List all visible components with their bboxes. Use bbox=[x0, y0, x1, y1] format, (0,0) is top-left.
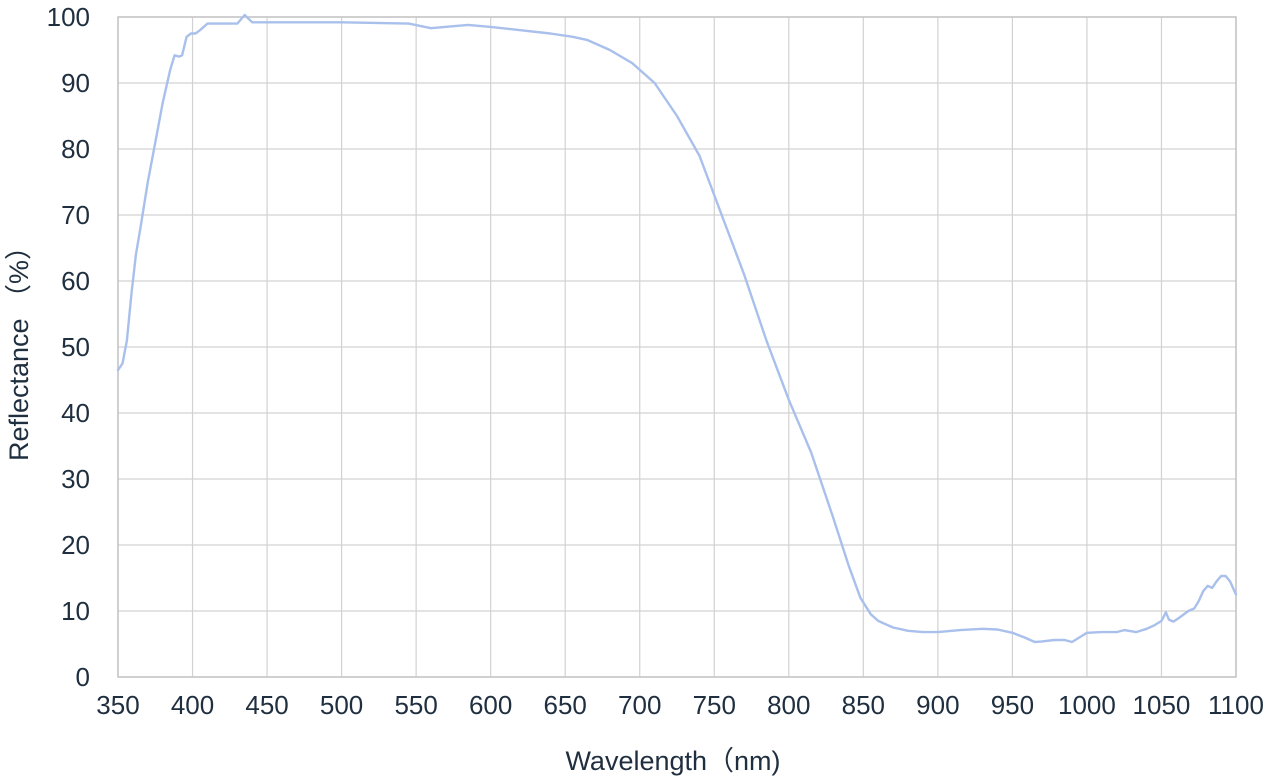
grid bbox=[117, 16, 1237, 678]
x-tick-label: 950 bbox=[991, 690, 1034, 720]
x-tick-label: 900 bbox=[916, 690, 959, 720]
y-tick-label: 100 bbox=[47, 2, 90, 32]
x-tick-label: 1050 bbox=[1133, 690, 1191, 720]
x-axis-title: Wavelength（nm) bbox=[565, 746, 780, 776]
x-tick-label: 800 bbox=[767, 690, 810, 720]
x-tick-label: 400 bbox=[171, 690, 214, 720]
x-tick-label: 450 bbox=[245, 690, 288, 720]
reflectance-series-line bbox=[116, 13, 1238, 644]
y-tick-label: 90 bbox=[61, 68, 90, 98]
x-tick-label: 650 bbox=[544, 690, 587, 720]
x-tick-label: 550 bbox=[394, 690, 437, 720]
x-tick-label: 350 bbox=[96, 690, 139, 720]
y-tick-label: 20 bbox=[61, 530, 90, 560]
series-layer bbox=[116, 13, 1238, 644]
plot-frame bbox=[117, 16, 1237, 678]
y-tick-label: 60 bbox=[61, 266, 90, 296]
x-tick-label: 700 bbox=[618, 690, 661, 720]
y-tick-label: 40 bbox=[61, 398, 90, 428]
x-tick-label: 500 bbox=[320, 690, 363, 720]
x-tick-label: 750 bbox=[693, 690, 736, 720]
x-tick-labels: 350 400 450 500 550 600 650 700 750 800 850 900 950 1… bbox=[96, 690, 1264, 720]
y-tick-label: 50 bbox=[61, 332, 90, 362]
y-tick-label: 80 bbox=[61, 134, 90, 164]
y-tick-label: 30 bbox=[61, 464, 90, 494]
x-tick-label: 850 bbox=[842, 690, 885, 720]
x-tick-label: 600 bbox=[469, 690, 512, 720]
y-tick-label: 0 bbox=[76, 662, 90, 692]
x-tick-label: 1100 bbox=[1208, 690, 1264, 720]
y-tick-labels: 0 10 20 30 40 50 60 70 80 90 100 bbox=[47, 2, 90, 692]
y-tick-label: 10 bbox=[61, 596, 90, 626]
y-axis-title: Reflectance （%） bbox=[4, 233, 34, 461]
x-tick-label: 1000 bbox=[1058, 690, 1116, 720]
y-tick-label: 70 bbox=[61, 200, 90, 230]
